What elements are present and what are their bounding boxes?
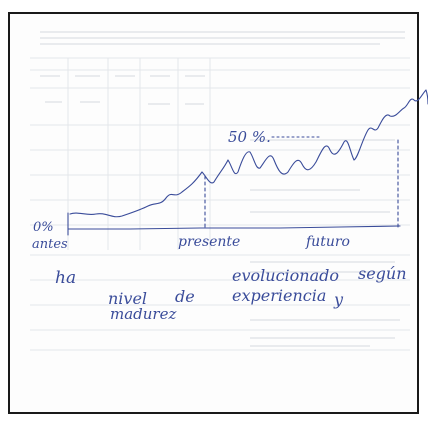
note-word-madurez: madurez [110, 305, 177, 323]
note-word-ha: ha [55, 268, 77, 288]
note-word-nivel: nivel [108, 289, 148, 308]
note-word-y: y [334, 290, 344, 309]
note-word-experiencia: experiencia [232, 286, 327, 305]
percent-0-label: 0% [33, 220, 54, 235]
antes-label: antes [32, 237, 68, 252]
graph-baseline [67, 225, 401, 230]
percent-50-label: 50 %. [228, 128, 271, 146]
note-word-de: de [175, 287, 195, 306]
presente-label: presente [178, 234, 241, 250]
growth-curve [69, 89, 428, 218]
note-word-evolucionado: evolucionado [232, 266, 339, 285]
futuro-label: futuro [306, 234, 350, 250]
note-word-segun: según [358, 264, 407, 283]
